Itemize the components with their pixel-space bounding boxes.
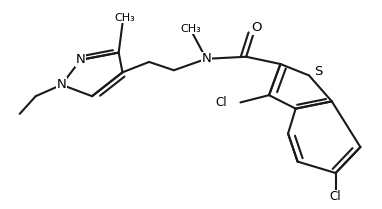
Text: N: N [201, 52, 211, 65]
Text: N: N [76, 53, 86, 66]
Text: CH₃: CH₃ [181, 24, 201, 34]
Text: S: S [314, 65, 323, 78]
Text: CH₃: CH₃ [114, 13, 135, 23]
Text: N: N [57, 78, 66, 91]
Text: Cl: Cl [215, 96, 227, 109]
Text: Cl: Cl [330, 190, 342, 203]
Text: O: O [252, 21, 262, 34]
